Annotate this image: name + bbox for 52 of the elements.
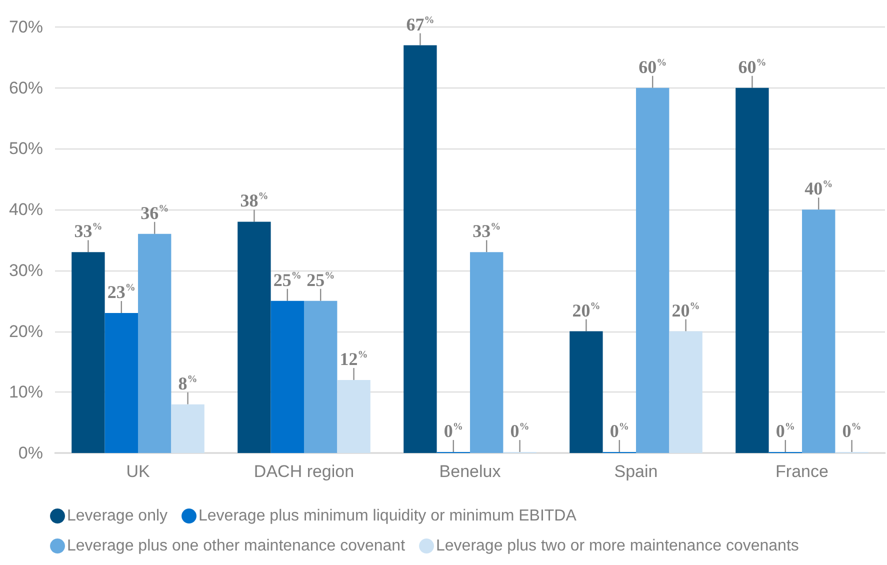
x-tick-label: Benelux — [439, 462, 502, 481]
bar — [304, 300, 338, 453]
data-label: 0% — [776, 421, 795, 441]
legend-label: Leverage plus minimum liquidity or minimum EBITDA — [198, 508, 577, 524]
bar — [138, 234, 172, 453]
data-label: 20% — [572, 300, 600, 320]
bar — [171, 404, 204, 453]
data-label: 36% — [140, 202, 169, 223]
data-label: 12% — [340, 348, 368, 369]
data-label: 67% — [406, 14, 434, 34]
y-tick-label: 70% — [8, 18, 43, 36]
data-label: 23% — [107, 282, 136, 302]
bar — [736, 88, 769, 453]
data-label: 33% — [74, 221, 102, 242]
y-tick-label: 50% — [8, 139, 43, 158]
y-tick-label: 60% — [8, 78, 43, 98]
data-label: 25% — [306, 270, 335, 290]
bar — [636, 88, 670, 453]
bar — [802, 210, 836, 453]
data-label: 0% — [842, 421, 862, 441]
bar — [404, 45, 437, 453]
x-tick-label: DACH region — [254, 462, 354, 481]
data-label: 40% — [804, 178, 833, 199]
y-tick-label: 20% — [8, 322, 43, 341]
data-label: 60% — [638, 56, 667, 77]
bar — [104, 313, 138, 453]
legend-label: Leverage plus one other maintenance covenant — [67, 538, 406, 554]
y-tick-label: 40% — [8, 200, 43, 220]
legend-label: Leverage only — [67, 508, 168, 524]
data-label: 60% — [738, 56, 766, 77]
y-tick-label: 30% — [8, 260, 43, 280]
bar — [270, 300, 304, 453]
x-tick-label: UK — [126, 462, 150, 481]
data-label: 8% — [178, 373, 198, 394]
y-tick-label: 0% — [18, 444, 43, 462]
data-label: 0% — [510, 421, 530, 441]
data-label: 38% — [240, 190, 268, 211]
bar — [238, 222, 271, 453]
data-label: 0% — [610, 421, 629, 441]
bar — [72, 252, 105, 453]
bar — [570, 331, 603, 453]
y-tick-label: 10% — [8, 382, 43, 402]
x-tick-label: Spain — [614, 462, 658, 481]
bar — [669, 331, 702, 453]
data-label: 33% — [472, 221, 501, 242]
legend-label: Leverage plus two or more maintenance covenants — [436, 538, 799, 554]
data-label: 0% — [444, 421, 463, 441]
data-label: 25% — [273, 270, 302, 290]
bar — [337, 380, 370, 453]
data-label: 20% — [672, 300, 700, 320]
x-tick-label: France — [776, 462, 828, 481]
bar — [470, 252, 504, 453]
